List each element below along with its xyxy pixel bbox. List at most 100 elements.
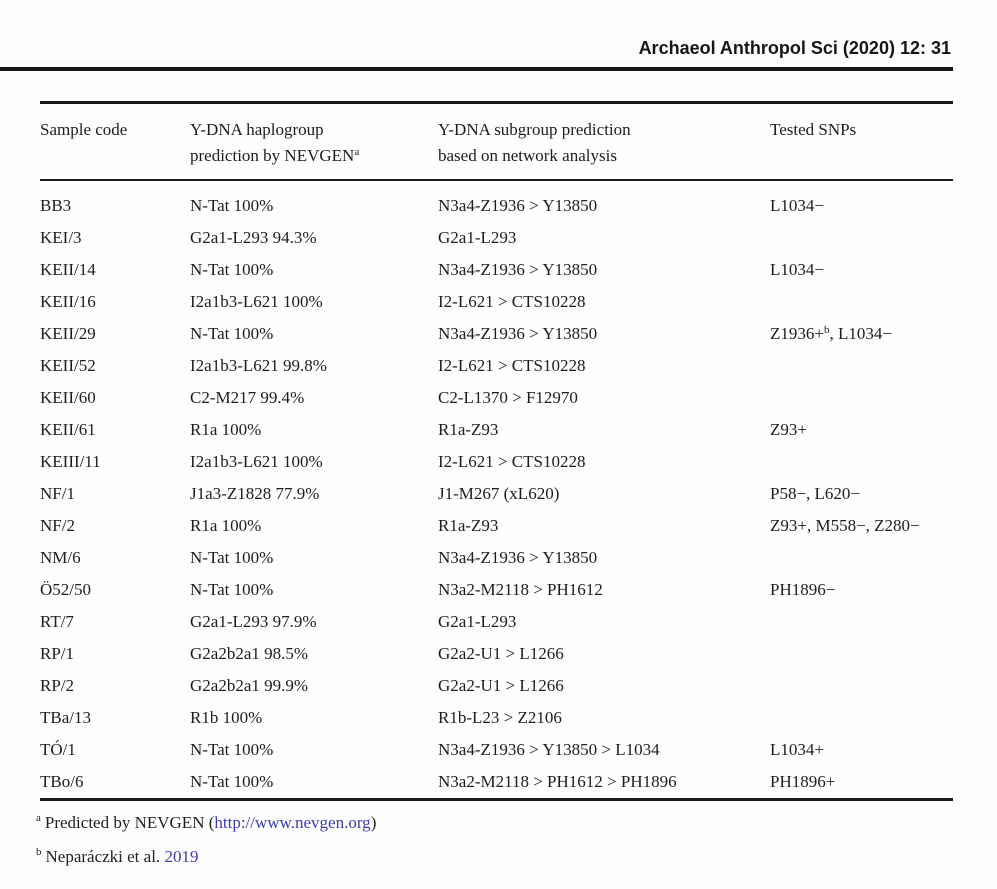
footnote-a-marker: a [354,146,360,158]
cell-sample-code: BB3 [40,196,72,215]
cell-sample-code: NF/2 [40,516,75,535]
cell-nevgen-prediction: G2a1-L293 94.3% [190,228,317,247]
column-header-label: Y-DNA subgroup prediction [438,120,631,139]
column-header-label: Tested SNPs [770,120,857,139]
cell-nevgen-prediction: N-Tat 100% [190,324,274,343]
cell-nevgen-prediction: G2a2b2a1 98.5% [190,644,309,663]
footnote-a: a Predicted by NEVGEN (http://www.nevgen.… [36,813,376,833]
cell-tested-snps: Z93+ [770,420,807,439]
cell-nevgen-prediction: N-Tat 100% [190,740,274,759]
cell-sample-code: KEII/52 [40,356,96,375]
cell-sample-code: RP/1 [40,644,75,663]
cell-tested-snps: L1034+ [770,740,824,759]
table-row: NF/1 J1a3-Z1828 77.9% J1-M267 (xL620) P58−,… [40,473,953,505]
column-header-label: prediction by NEVGEN [190,146,355,165]
cell-sample-code: TBa/13 [40,708,91,727]
haplogroup-table: Sample code Y-DNA haplogroup prediction … [40,101,953,803]
table-header-row: Sample code Y-DNA haplogroup prediction … [40,117,953,169]
cell-network-prediction: R1a-Z93 [438,420,499,439]
journal-running-head: Archaeol Anthropol Sci (2020) 12: 31 [638,38,951,58]
cell-sample-code: NF/1 [40,484,75,503]
column-header-label: based on network analysis [438,146,617,165]
cell-nevgen-prediction: I2a1b3-L621 99.8% [190,356,327,375]
table-body: BB3 N-Tat 100% N3a4-Z1936 > Y13850 L1034− KE… [40,185,953,793]
cell-network-prediction: G2a1-L293 [438,612,517,631]
page-header-rule [0,67,953,71]
cell-network-prediction: G2a2-U1 > L1266 [438,676,564,695]
cell-sample-code: Ö52/50 [40,580,91,599]
cell-nevgen-prediction: N-Tat 100% [190,580,274,599]
cell-nevgen-prediction: N-Tat 100% [190,772,274,791]
cell-network-prediction: G2a1-L293 [438,228,517,247]
table-header-rule [40,179,953,181]
table-bottom-rule [40,798,953,801]
cell-nevgen-prediction: G2a1-L293 97.9% [190,612,317,631]
column-header-label: Y-DNA haplogroup [190,120,324,139]
cell-tested-snps: L1034− [770,196,824,215]
table-row: KEII/16 I2a1b3-L621 100% I2-L621 > CTS1022… [40,281,953,313]
table-row: KEII/29 N-Tat 100% N3a4-Z1936 > Y13850 Z193… [40,313,953,345]
cell-network-prediction: R1b-L23 > Z2106 [438,708,562,727]
cell-network-prediction: N3a2-M2118 > PH1612 > PH1896 [438,772,677,791]
table-row: KEI/3 G2a1-L293 94.3% G2a1-L293 [40,217,953,249]
cell-sample-code: KEI/3 [40,228,82,247]
cell-sample-code: RP/2 [40,676,75,695]
cell-sample-code: KEII/29 [40,324,96,343]
nevgen-url-link[interactable]: http://www.nevgen.org [214,813,371,832]
cell-sample-code: KEII/61 [40,420,96,439]
table-row: TBo/6 N-Tat 100% N3a2-M2118 > PH1612 > PH1… [40,761,953,793]
table-row: RP/2 G2a2b2a1 99.9% G2a2-U1 > L1266 [40,665,953,697]
citation-2019-link[interactable]: 2019 [164,847,199,866]
cell-network-prediction: C2-L1370 > F12970 [438,388,578,407]
table-row: NM/6 N-Tat 100% N3a4-Z1936 > Y13850 [40,537,953,569]
footnote-a-text-post: ) [370,813,377,832]
cell-nevgen-prediction: I2a1b3-L621 100% [190,452,323,471]
cell-network-prediction: N3a2-M2118 > PH1612 [438,580,603,599]
table-row: NF/2 R1a 100% R1a-Z93 Z93+, M558−, Z280− [40,505,953,537]
footnote-b-marker: b [36,846,42,858]
cell-nevgen-prediction: G2a2b2a1 99.9% [190,676,309,695]
cell-nevgen-prediction: R1a 100% [190,516,262,535]
table-row: TBa/13 R1b 100% R1b-L23 > Z2106 [40,697,953,729]
cell-tested-snps: Z1936+b, L1034− [770,324,892,343]
table-row: KEII/60 C2-M217 99.4% C2-L1370 > F12970 [40,377,953,409]
cell-sample-code: TÓ/1 [40,740,76,759]
table-row: KEII/14 N-Tat 100% N3a4-Z1936 > Y13850 L103… [40,249,953,281]
cell-sample-code: KEII/14 [40,260,96,279]
cell-nevgen-prediction: R1a 100% [190,420,262,439]
cell-sample-code: NM/6 [40,548,81,567]
column-header-label: Sample code [40,120,128,139]
cell-tested-snps: Z93+, M558−, Z280− [770,516,920,535]
cell-network-prediction: N3a4-Z1936 > Y13850 > L1034 [438,740,660,759]
cell-nevgen-prediction: C2-M217 99.4% [190,388,305,407]
column-header-tested-snps: Tested SNPs [770,117,953,169]
cell-nevgen-prediction: N-Tat 100% [190,260,274,279]
table-row: Ö52/50 N-Tat 100% N3a2-M2118 > PH1612 PH189… [40,569,953,601]
footnote-a-text: Predicted by NEVGEN ( [44,813,215,832]
table-row: KEIII/11 I2a1b3-L621 100% I2-L621 > CTS102… [40,441,953,473]
footnote-b: b Neparáczki et al. 2019 [36,847,198,867]
table-row: RP/1 G2a2b2a1 98.5% G2a2-U1 > L1266 [40,633,953,665]
cell-tested-snps: PH1896− [770,580,836,599]
table-row: TÓ/1 N-Tat 100% N3a4-Z1936 > Y13850 > L103… [40,729,953,761]
cell-tested-snps: PH1896+ [770,772,836,791]
footnote-b-text: Neparáczki et al. [45,847,165,866]
cell-sample-code: KEII/16 [40,292,96,311]
cell-network-prediction: R1a-Z93 [438,516,499,535]
cell-sample-code: KEIII/11 [40,452,101,471]
table-row: KEII/52 I2a1b3-L621 99.8% I2-L621 > CTS102… [40,345,953,377]
cell-nevgen-prediction: R1b 100% [190,708,263,727]
table-top-rule [40,101,953,104]
cell-network-prediction: N3a4-Z1936 > Y13850 [438,548,598,567]
cell-network-prediction: J1-M267 (xL620) [438,484,560,503]
cell-sample-code: RT/7 [40,612,74,631]
cell-nevgen-prediction: J1a3-Z1828 77.9% [190,484,320,503]
cell-tested-snps: P58−, L620− [770,484,861,503]
cell-network-prediction: I2-L621 > CTS10228 [438,452,586,471]
column-header-sample-code: Sample code [40,117,190,169]
cell-network-prediction: N3a4-Z1936 > Y13850 [438,324,598,343]
cell-nevgen-prediction: I2a1b3-L621 100% [190,292,323,311]
footnote-marker: b [823,324,830,336]
table-row: KEII/61 R1a 100% R1a-Z93 Z93+ [40,409,953,441]
